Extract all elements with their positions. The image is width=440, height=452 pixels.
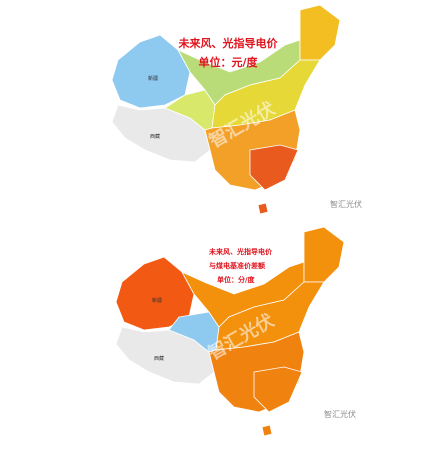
region bbox=[111, 104, 211, 163]
region bbox=[303, 226, 345, 283]
region bbox=[115, 326, 215, 385]
logo: 智汇光伏 bbox=[330, 199, 362, 209]
map-title: 未来风、光指导电价 bbox=[178, 36, 279, 50]
map-top: 新疆 西藏 未来风、光指导电价 单位：元/度 智汇光伏 智汇光伏 bbox=[111, 4, 362, 215]
map-unit: 单位：元/度 bbox=[198, 55, 258, 69]
region bbox=[299, 4, 341, 61]
region-label: 西藏 bbox=[150, 133, 160, 140]
region-label: 新疆 bbox=[152, 297, 162, 304]
region bbox=[249, 144, 299, 191]
map-unit: 单位：分/度 bbox=[217, 275, 256, 284]
region bbox=[257, 202, 269, 215]
map-title: 未来风、光指导电价 bbox=[209, 247, 273, 256]
logo: 智汇光伏 bbox=[324, 409, 356, 419]
map-subtitle: 与煤电基准价差额 bbox=[209, 261, 265, 270]
region bbox=[253, 366, 303, 413]
region-label: 新疆 bbox=[148, 75, 158, 82]
region bbox=[261, 424, 273, 437]
map-bottom: 新疆 西藏 未来风、光指导电价 与煤电基准价差额 单位：分/度 智汇光伏 智汇光… bbox=[115, 226, 356, 437]
region-label: 西藏 bbox=[154, 355, 164, 362]
